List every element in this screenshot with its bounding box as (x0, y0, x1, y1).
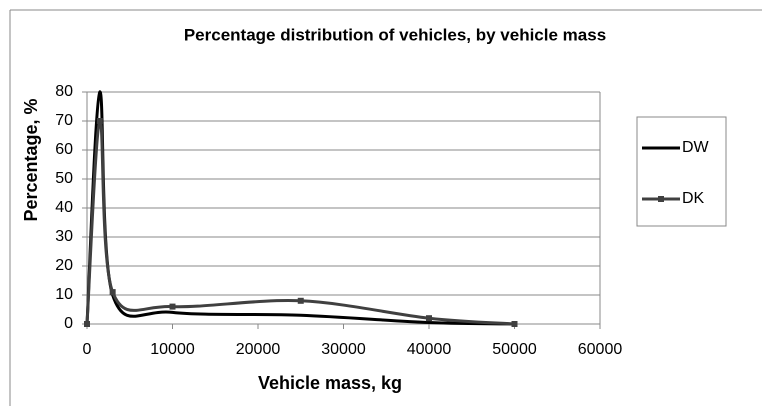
legend-label: DW (682, 139, 710, 156)
y-tick-label: 80 (55, 83, 73, 100)
legend-marker (658, 196, 664, 202)
x-tick-label: 0 (83, 341, 92, 358)
marker (96, 118, 103, 124)
y-tick-label: 70 (55, 112, 73, 129)
y-tick-label: 40 (55, 199, 73, 216)
x-tick-label: 50000 (492, 341, 537, 358)
x-tick-label: 40000 (407, 341, 452, 358)
y-tick-label: 50 (55, 170, 73, 187)
marker (297, 297, 304, 304)
y-tick-label: 10 (55, 286, 73, 303)
marker (511, 321, 518, 327)
series-line (85, 119, 515, 326)
y-tick-label: 20 (55, 257, 73, 274)
y-tick-label: 30 (55, 228, 73, 245)
marker (84, 321, 90, 327)
y-tick-label: 60 (55, 141, 73, 158)
x-axis-label: Vehicle mass, kg (258, 373, 402, 393)
chart-title: Percentage distribution of vehicles, by … (184, 25, 606, 44)
marker (109, 289, 116, 296)
marker (169, 303, 176, 310)
marker (426, 315, 432, 322)
y-tick-label: 0 (64, 315, 73, 332)
legend-label: DK (682, 190, 705, 207)
x-tick-label: 60000 (578, 341, 623, 358)
series-line (85, 90, 515, 326)
legend-box (636, 116, 727, 227)
x-tick-label: 20000 (236, 341, 281, 358)
y-axis-label: Percentage, % (21, 98, 41, 221)
x-tick-label: 10000 (150, 341, 195, 358)
x-tick-label: 30000 (321, 341, 366, 358)
